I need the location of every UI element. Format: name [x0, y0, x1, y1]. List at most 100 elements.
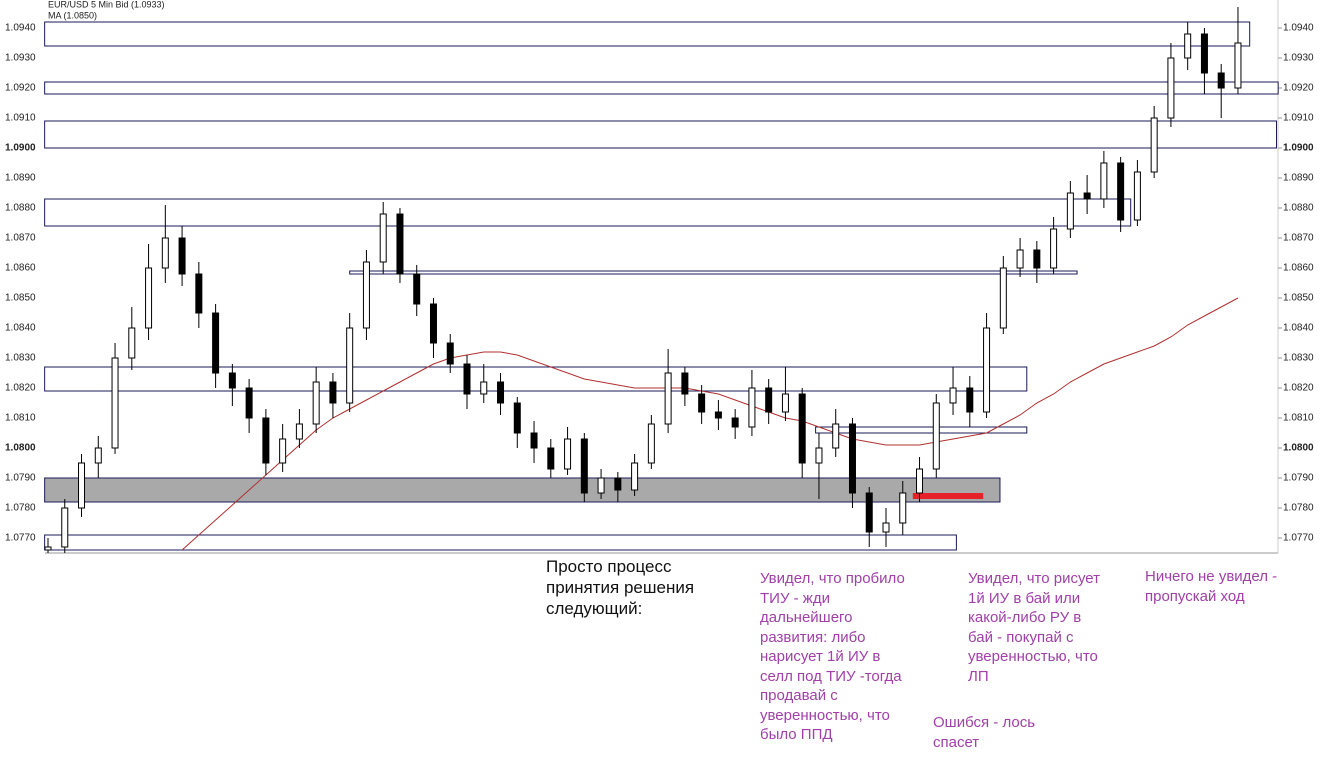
candle-body — [815, 447, 823, 464]
y-tick-label: 1.0930 — [5, 53, 36, 64]
y-tick-label: 1.0840 — [5, 323, 36, 334]
candle-body — [882, 522, 890, 533]
y-tick-label: 1.0940 — [5, 23, 36, 34]
candle-body — [1117, 162, 1125, 221]
candle-body — [899, 492, 907, 524]
y-tick-label: 1.0880 — [5, 203, 36, 214]
candle-body — [714, 411, 722, 419]
candle-body — [530, 432, 538, 449]
candle-body — [647, 423, 655, 464]
candle-body — [61, 507, 69, 548]
candle-body — [681, 372, 689, 395]
level-zone — [44, 477, 1001, 503]
y-tick-label-right: 1.0860 — [1283, 263, 1314, 274]
candle-body — [765, 387, 773, 413]
y-tick-label: 1.0850 — [5, 293, 36, 304]
y-tick-label: 1.0910 — [5, 113, 36, 124]
y-tick-label-right: 1.0870 — [1283, 233, 1314, 244]
candle-body — [1200, 33, 1208, 74]
annotation: Просто процесс принятия решения следующий: — [546, 556, 694, 619]
candle-body — [1234, 42, 1242, 89]
annotation-line: Увидел, что рисует — [968, 570, 1101, 587]
annotation-line: продавай с — [760, 687, 838, 704]
candle-body — [195, 273, 203, 314]
annotation-line: Ошибся - лось — [933, 714, 1036, 731]
y-tick-label-right: 1.0820 — [1283, 383, 1314, 394]
candle-body — [279, 438, 287, 464]
candle-body — [1217, 72, 1225, 89]
annotation-line: пропускай ход — [1145, 587, 1245, 605]
candle-body — [848, 423, 856, 494]
y-tick-label: 1.0790 — [5, 473, 36, 484]
candle-body — [145, 267, 153, 329]
y-tick-label: 1.0770 — [5, 533, 36, 544]
candle-body — [480, 381, 488, 395]
candle-body — [832, 423, 840, 449]
annotation-line: было ППД — [760, 726, 833, 743]
y-tick-label-right: 1.0890 — [1283, 173, 1314, 184]
annotation-line: Просто процесс — [546, 557, 672, 576]
y-tick-label: 1.0860 — [5, 263, 36, 274]
y-tick-label: 1.0800 — [5, 443, 36, 454]
candle-body — [597, 477, 605, 494]
candle-body — [1100, 162, 1108, 200]
y-tick-label: 1.0900 — [5, 143, 36, 154]
annotation-line: селл под ТИУ -тогда — [760, 667, 902, 685]
annotation-line: ТИУ - жди — [760, 589, 830, 607]
level-zone — [44, 81, 1279, 95]
candle-body — [379, 213, 387, 263]
y-tick-label-right: 1.0770 — [1283, 533, 1314, 544]
annotation-line: ЛП — [968, 667, 989, 685]
candle-body — [396, 213, 404, 275]
candle-body — [446, 342, 454, 365]
candle-body — [94, 447, 102, 464]
legend-entry: MA (1.0850) — [48, 10, 97, 20]
candle-body — [245, 387, 253, 419]
y-tick-label-right: 1.0790 — [1283, 473, 1314, 484]
y-tick-label: 1.0820 — [5, 383, 36, 394]
y-tick-label-right: 1.0900 — [1283, 143, 1314, 154]
y-tick-label-right: 1.0910 — [1283, 113, 1314, 124]
candle-body — [362, 261, 370, 329]
candle-body — [312, 381, 320, 425]
y-tick-label: 1.0890 — [5, 173, 36, 184]
candle-body — [916, 468, 924, 494]
y-tick-label-right: 1.0830 — [1283, 353, 1314, 364]
annotation-line: Ничего не увидел - — [1145, 568, 1278, 585]
y-tick-label: 1.0780 — [5, 503, 36, 514]
candle-body — [949, 387, 957, 404]
annotation-line: спасет — [933, 733, 980, 751]
annotation: Ничего не увидел - пропускай ход — [1145, 567, 1277, 606]
y-tick-label-right: 1.0930 — [1283, 53, 1314, 64]
candle-body — [614, 477, 622, 491]
chart: EUR/USD 5 Min Bid (1.0933) MA (1.0850) 1… — [5, 0, 1314, 554]
level-zone — [815, 426, 1028, 434]
annotation-line: Увидел, что пробило — [760, 570, 905, 587]
candle-body — [329, 381, 337, 404]
candle-body — [178, 237, 186, 275]
level-zone — [44, 366, 1028, 392]
candle-body — [513, 402, 521, 434]
candle-body — [698, 393, 706, 413]
annotation-line: следующий: — [546, 599, 643, 618]
candle-body — [1133, 171, 1141, 221]
y-tick-label-right: 1.0810 — [1283, 413, 1314, 424]
level-zone — [349, 270, 1078, 275]
chart-title: EUR/USD 5 Min Bid (1.0933) — [48, 0, 165, 9]
candle-body — [564, 438, 572, 470]
y-tick-label-right: 1.0780 — [1283, 503, 1314, 514]
y-tick-label-right: 1.0840 — [1283, 323, 1314, 334]
candle-body — [966, 387, 974, 413]
candle-body — [1050, 228, 1058, 269]
candle-body — [161, 237, 169, 269]
ma-line — [181, 297, 1239, 551]
candle-body — [1033, 249, 1041, 269]
y-tick-label: 1.0920 — [5, 83, 36, 94]
candle-body — [212, 312, 220, 374]
candle-body — [547, 447, 555, 470]
candle-body — [580, 438, 588, 494]
annotation-line: бай - покупай с — [968, 628, 1074, 646]
candle-body — [228, 372, 236, 389]
candle-body — [111, 357, 119, 449]
